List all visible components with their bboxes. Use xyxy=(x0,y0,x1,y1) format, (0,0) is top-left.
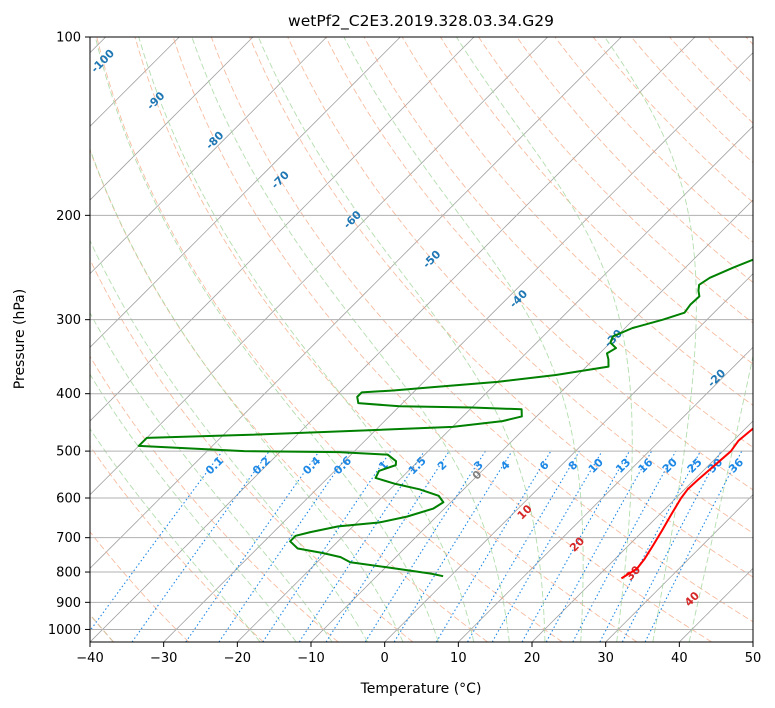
mixing-ratio-line xyxy=(545,450,653,642)
dry-adiabat-line xyxy=(440,37,753,365)
y-tick-label: 300 xyxy=(56,313,81,328)
mixing-ratio-line xyxy=(131,450,270,642)
isotherm-line xyxy=(384,273,753,642)
y-tick-label: 500 xyxy=(56,445,81,460)
isotherm-line xyxy=(163,52,753,642)
dry-adiabat-line xyxy=(249,37,753,578)
dry-adiabat-line xyxy=(401,37,753,406)
mixing-ratio-line xyxy=(298,450,425,642)
x-axis-title: Temperature (°C) xyxy=(360,681,482,697)
isotherm-line xyxy=(237,125,753,642)
x-tick-label: −10 xyxy=(297,651,324,666)
data-series xyxy=(137,258,753,580)
dry-adiabat-line xyxy=(516,37,753,284)
isotherm-line xyxy=(90,37,548,496)
dry-adiabat-line xyxy=(210,37,753,623)
isotherm-line xyxy=(90,37,475,422)
dry-adiabat-line xyxy=(90,355,339,642)
dry-adiabat-line xyxy=(96,37,563,642)
moist-adiabat-line xyxy=(90,239,368,642)
dry-adiabat-line xyxy=(90,445,264,642)
y-tick-label: 900 xyxy=(56,596,81,611)
grid-lines xyxy=(90,37,753,630)
dry-adiabat-line xyxy=(90,258,414,642)
x-tick-label: 30 xyxy=(597,651,614,666)
dry-adiabat-line xyxy=(325,37,753,491)
x-tick-label: −20 xyxy=(224,651,251,666)
mixing-ratio-line xyxy=(572,450,677,642)
plot-frame xyxy=(89,36,754,643)
isotherm-line xyxy=(458,346,753,642)
chart-title: wetPf2_C2E3.2019.328.03.34.G29 xyxy=(288,12,554,31)
mixing-ratio-line xyxy=(521,450,630,642)
isotherm-line xyxy=(531,420,753,642)
x-tick-label: 40 xyxy=(671,651,688,666)
moist-adiabat-line xyxy=(90,373,297,642)
y-tick-label: 100 xyxy=(56,31,81,46)
mixing-ratio-line xyxy=(185,450,320,642)
isotherm-line xyxy=(90,37,401,348)
x-tick-label: 0 xyxy=(381,651,389,666)
dewpoint-profile-line xyxy=(137,258,753,578)
dry-adiabat-line xyxy=(90,531,190,642)
moist-adiabat-line xyxy=(90,147,404,642)
mixing-ratio-line xyxy=(262,450,392,642)
y-axis: 100 200 300 400 500 600 700 800 900 1000 xyxy=(48,31,90,638)
x-tick-label: 20 xyxy=(524,651,541,666)
dry-adiabat-line xyxy=(172,37,712,642)
isotherm-line xyxy=(310,199,753,642)
mixing-ratio-line xyxy=(393,450,513,642)
y-tick-label: 1000 xyxy=(48,623,81,638)
y-tick-label: 600 xyxy=(56,492,81,507)
moist-adiabat-line xyxy=(94,37,439,642)
moist-adiabat-line xyxy=(138,37,475,642)
moist-adiabat-line xyxy=(90,428,261,642)
background-lines xyxy=(90,37,753,642)
x-tick-label: 50 xyxy=(745,651,762,666)
x-tick-label: 10 xyxy=(450,651,467,666)
mixing-ratio-line xyxy=(644,450,743,642)
temperature-profile-line xyxy=(620,427,753,580)
y-tick-label: 400 xyxy=(56,387,81,402)
y-tick-label: 200 xyxy=(56,209,81,224)
moist-adiabat-line xyxy=(604,37,697,642)
x-tick-label: −40 xyxy=(76,651,103,666)
isotherm-line xyxy=(679,567,753,642)
moist-adiabat-line xyxy=(343,37,584,642)
x-axis: −40 −30 −20 −10 0 10 20 30 40 50 xyxy=(76,642,761,666)
dry-adiabat-line xyxy=(287,37,753,534)
y-tick-label: 800 xyxy=(56,566,81,581)
y-axis-title: Pressure (hPa) xyxy=(12,289,28,389)
mixing-ratio-line xyxy=(325,450,450,642)
isotherm-line xyxy=(90,37,622,569)
dry-adiabat-line xyxy=(134,37,638,642)
moist-adiabat-line xyxy=(688,353,753,642)
mixing-ratio-line xyxy=(218,450,351,642)
y-tick-label: 700 xyxy=(56,531,81,546)
x-tick-label: −30 xyxy=(150,651,177,666)
moist-adiabat-line xyxy=(257,37,546,642)
mixing-ratio-line xyxy=(90,450,223,632)
